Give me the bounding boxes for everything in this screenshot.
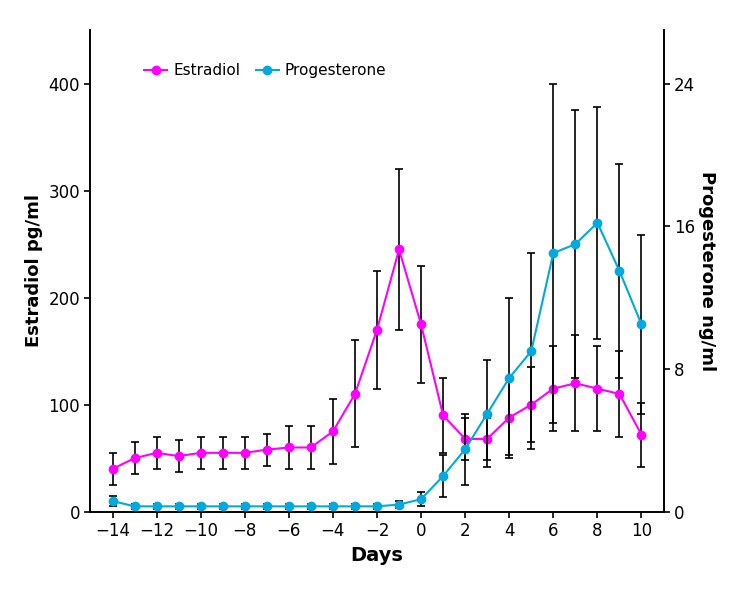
Y-axis label: Estradiol pg/ml: Estradiol pg/ml bbox=[25, 194, 43, 347]
Y-axis label: Progesterone ng/ml: Progesterone ng/ml bbox=[698, 171, 716, 371]
X-axis label: Days: Days bbox=[351, 545, 403, 565]
Legend: Estradiol, Progesterone: Estradiol, Progesterone bbox=[138, 57, 392, 84]
